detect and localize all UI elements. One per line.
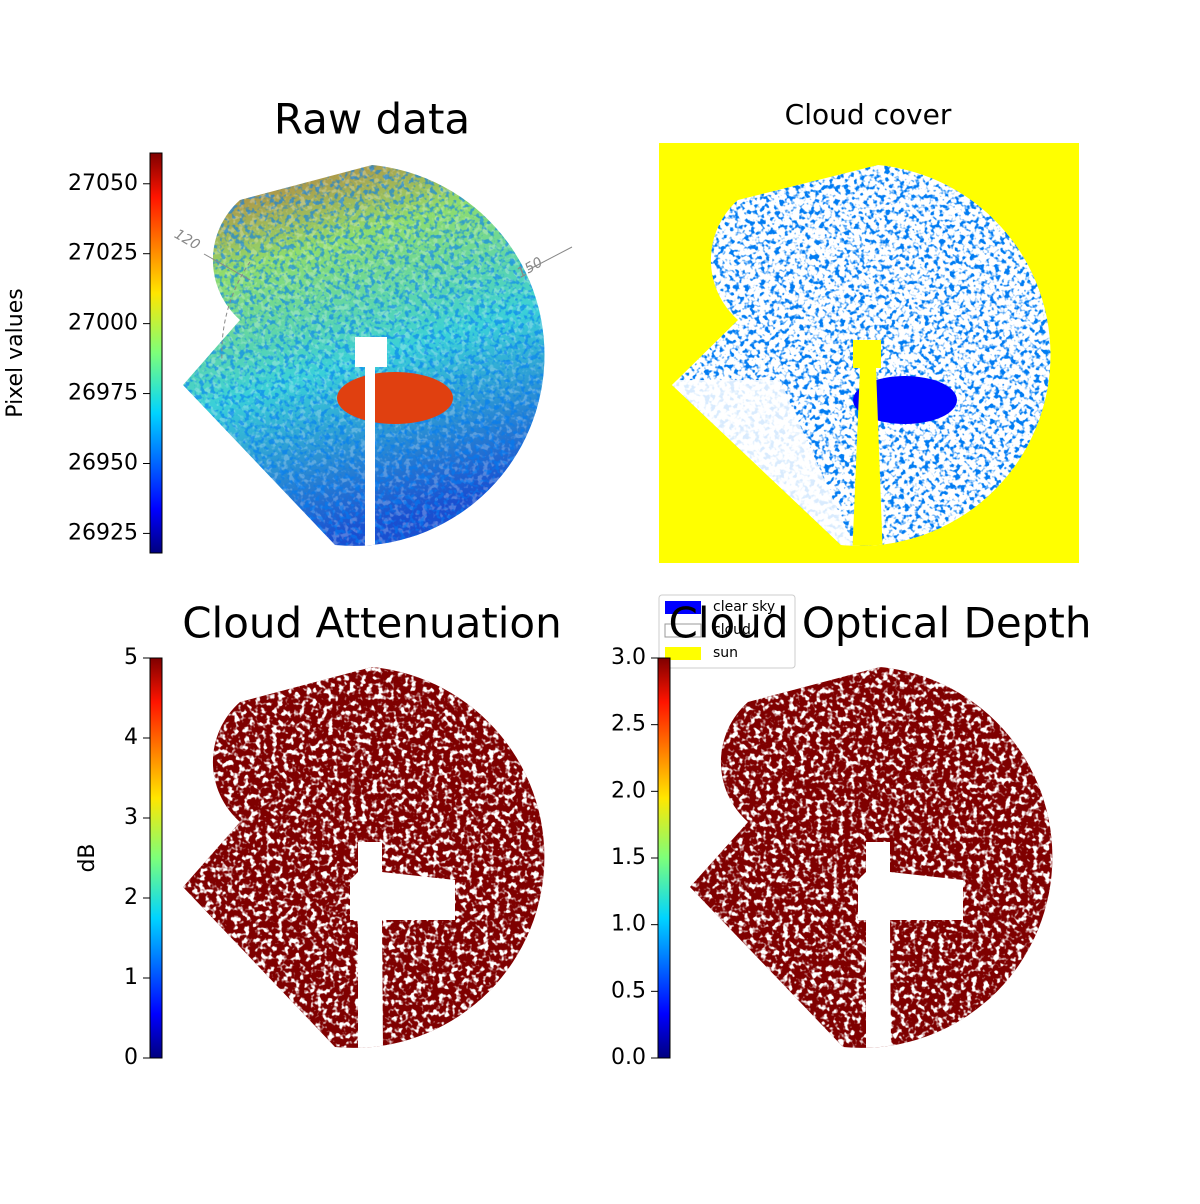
panel-title: Cloud cover [785,98,952,131]
colorbar-tick-label: 3.0 [611,645,646,670]
colorbar-tick-label: 2.0 [611,778,646,803]
colorbar [149,657,163,1059]
colorbar-tick-label: 5 [124,645,138,670]
colorbar-tick-label: 26925 [68,520,138,545]
colorbar-tick-label: 1.0 [611,912,646,937]
colorbar-tick-label: 0 [124,1045,138,1070]
colorbar-tick-label: 1.5 [611,845,646,870]
legend-swatch [665,647,701,660]
colorbar-tick-label: 26975 [68,381,138,406]
raw-image [183,165,545,546]
colorbar-label: dB [75,843,100,872]
colorbar-tick-label: 27000 [68,311,138,336]
colorbar-tick-label: 3 [124,805,138,830]
legend-swatch [664,623,702,638]
legend-label: sun [713,645,738,661]
colorbar-tick-label: 4 [124,725,138,750]
colorbar-tick-label: 27050 [68,171,138,196]
panel-title: Cloud Optical Depth [669,599,1092,648]
colorbar-label: Pixel values [3,288,28,417]
attenuation-image [183,667,545,1048]
legend-label: clear sky [713,599,775,615]
colorbar [149,152,163,554]
optical-depth-image [690,667,1053,1048]
colorbar-tick-label: 1 [124,965,138,990]
panel-title: Cloud Attenuation [182,599,562,648]
colorbar-tick-label: 27025 [68,241,138,266]
polar-annotation: 150 [514,254,545,281]
polar-grid [203,246,573,361]
legend-swatch [665,601,701,614]
legend-label: cloud [713,622,751,638]
panel-title: Raw data [274,95,470,144]
polar-annotation: 120 [171,226,202,253]
colorbar-tick-label: 26950 [68,450,138,475]
colorbar-tick-label: 2.5 [611,712,646,737]
colorbar-tick-label: 0.5 [611,978,646,1003]
colorbar-tick-label: 0.0 [611,1045,646,1070]
colorbar-tick-label: 2 [124,885,138,910]
colorbar [657,657,671,1059]
